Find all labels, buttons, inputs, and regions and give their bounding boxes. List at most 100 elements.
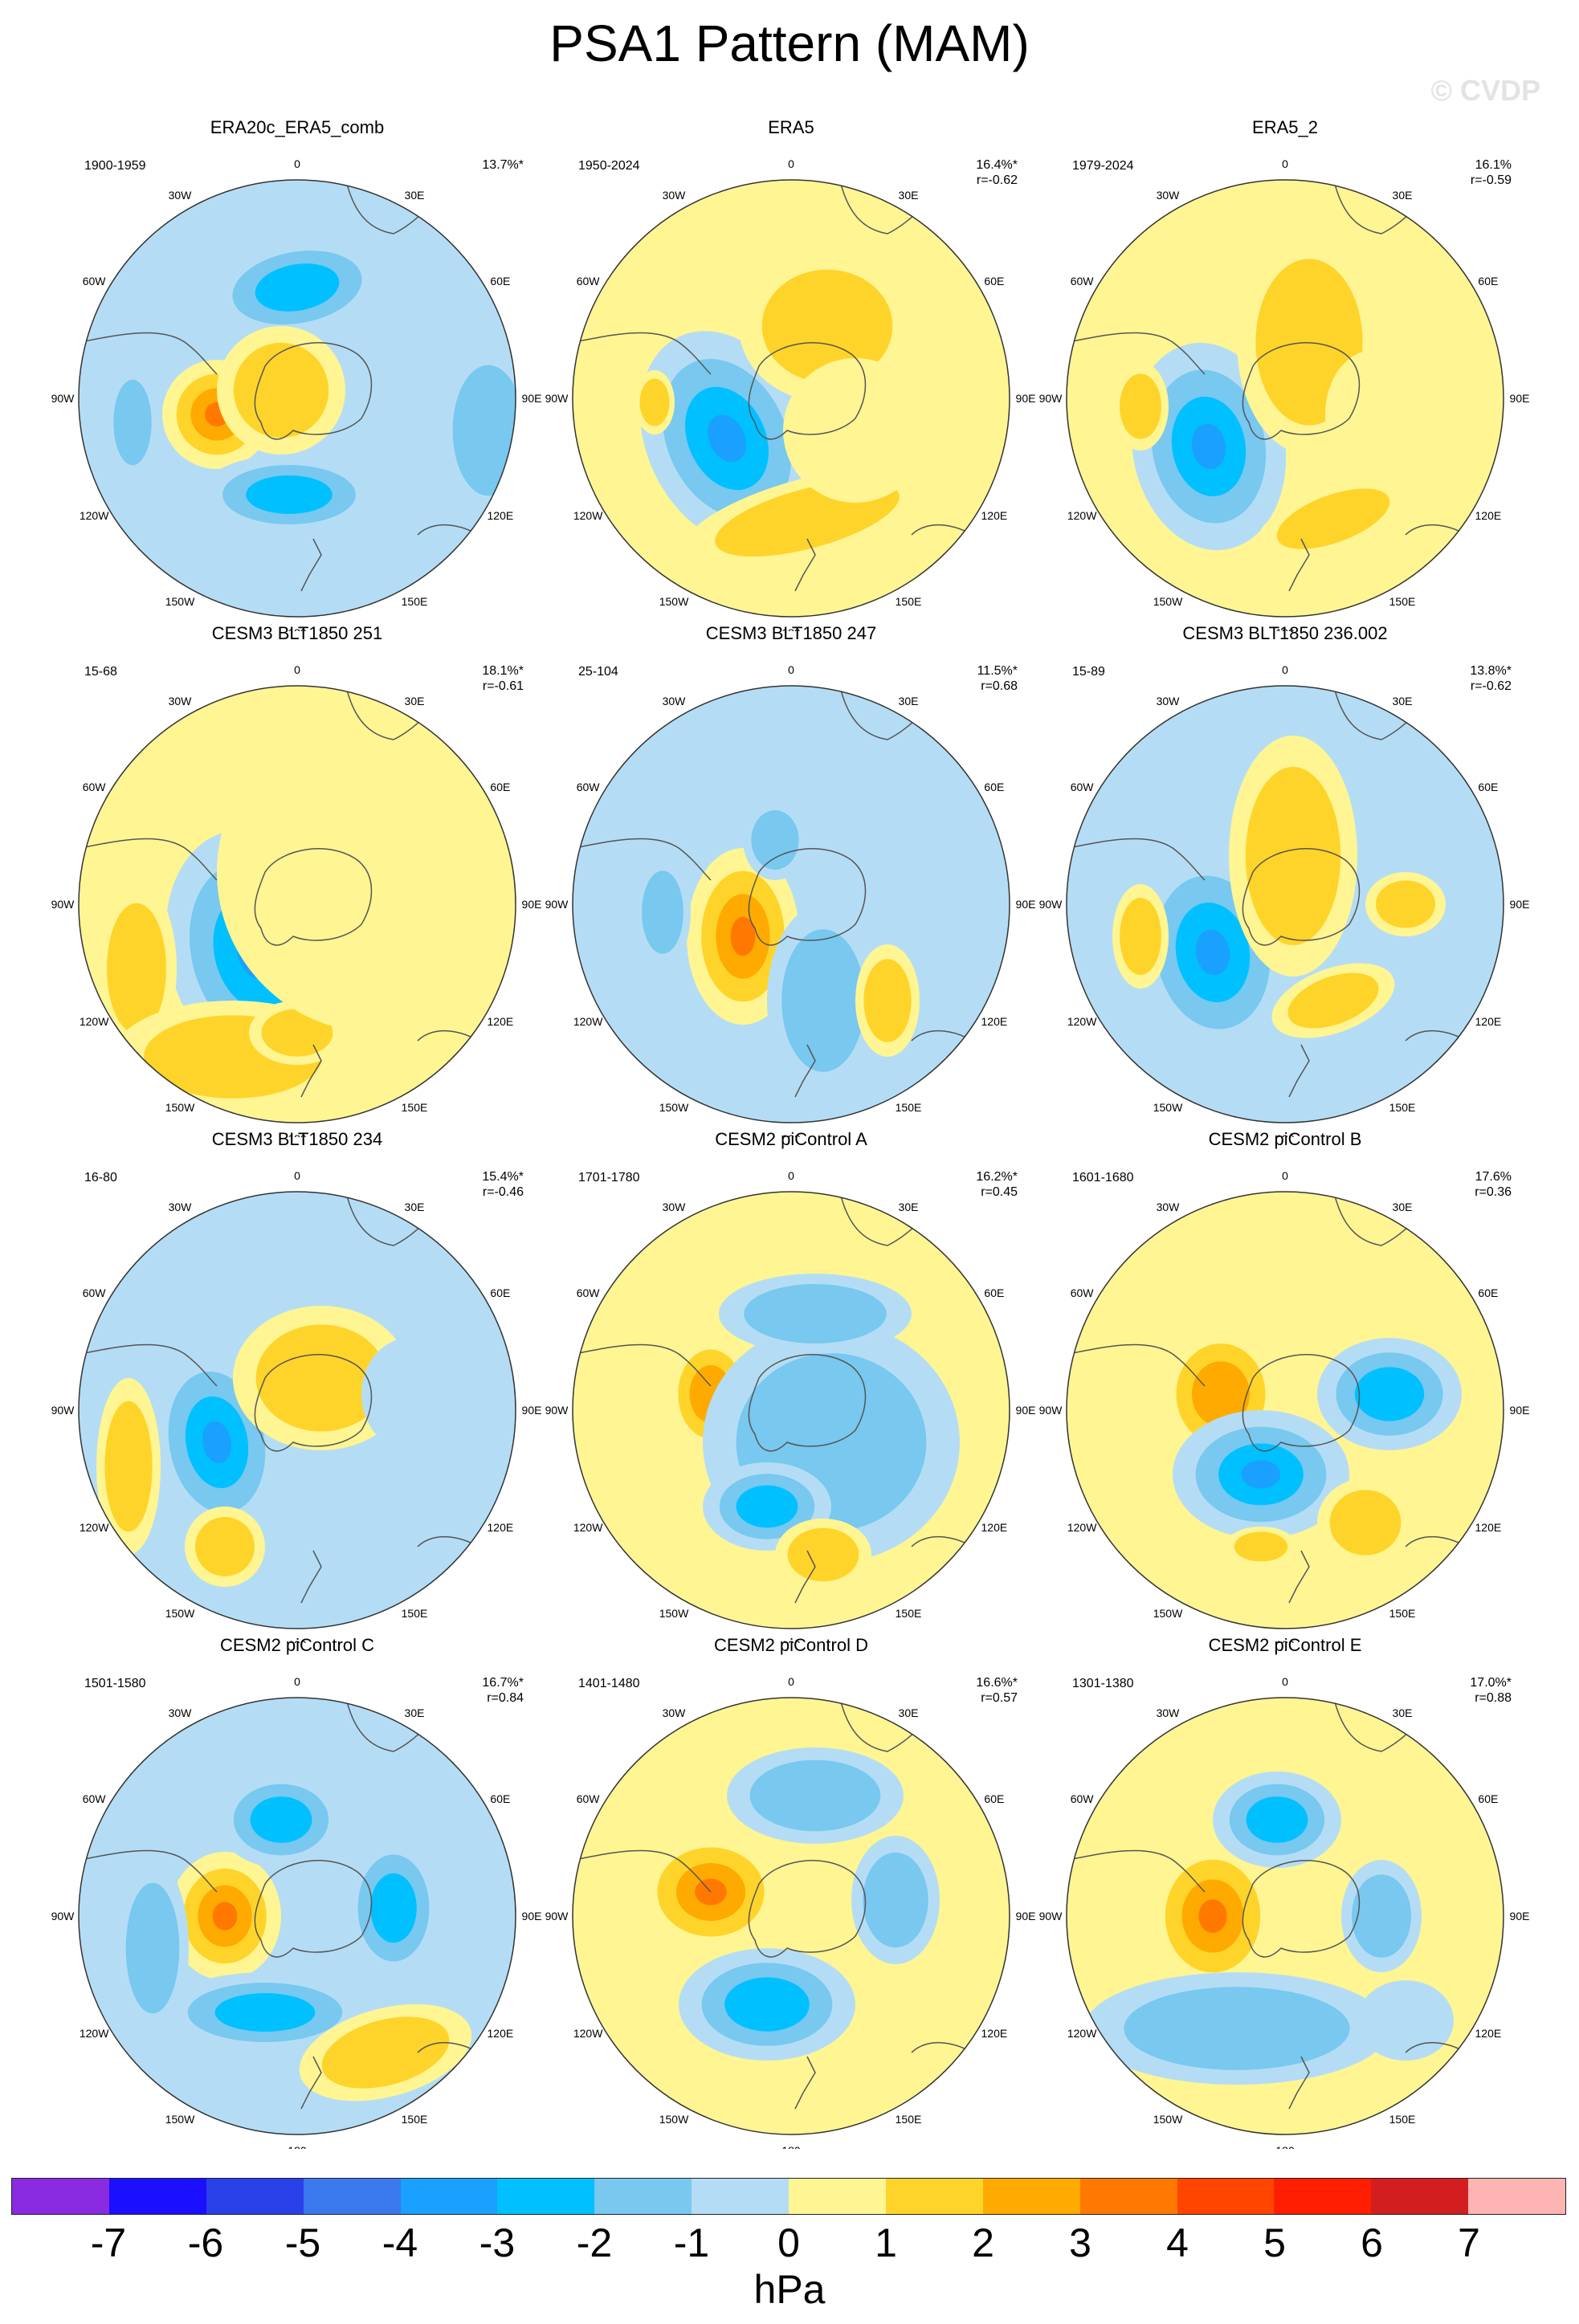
map-panel: CESM3 BLT1850 251 15-68 18.1%* r=-0.61 0 30E 6… [40, 623, 554, 1153]
new-zealand-coastline [794, 1044, 816, 1098]
longitude-label: 90E [1510, 392, 1530, 405]
explained-variance: 15.4%* [482, 1170, 524, 1184]
polar-map: 0 30E 60E 90E 120E 150E 180 150W 120W 90W 60W 30W [545, 663, 1036, 1137]
panel-title: ERA5_2 [1252, 117, 1318, 137]
panel-title: CESM3 BLT1850 247 [705, 623, 877, 643]
positive-anomaly-contour [104, 1401, 153, 1532]
longitude-label: 0 [788, 157, 794, 170]
map-panel: CESM3 BLT1850 234 16-80 15.4%* r=-0.46 0 30E 6… [40, 1129, 554, 1659]
explained-variance: 16.4%* [976, 158, 1018, 172]
pattern-correlation: r=0.88 [1475, 1691, 1512, 1705]
longitude-label: 90W [545, 1404, 569, 1417]
negative-anomaly-contour [1352, 1874, 1411, 1958]
south-america-coastline [80, 1343, 218, 1387]
longitude-label: 30E [405, 189, 425, 202]
longitude-label: 60E [490, 275, 510, 287]
longitude-label: 30W [169, 1201, 193, 1213]
longitude-label: 180 [781, 1132, 801, 1137]
colorbar-tick-label: 0 [777, 2220, 800, 2265]
negative-anomaly-contour [781, 929, 865, 1072]
panel-stats: 15.4%* r=-0.46 [482, 1169, 524, 1200]
longitude-label: 150W [165, 2113, 195, 2126]
panel-period: 1501-1580 [84, 1677, 146, 1690]
map-panel: CESM2 piControl D 1401-1480 16.6%* r=0.57 0 3… [534, 1635, 1048, 2165]
longitude-label: 90W [545, 392, 569, 405]
longitude-label: 120E [981, 2027, 1008, 2040]
pattern-correlation: r=0.84 [487, 1691, 524, 1705]
colorbar-swatch [1371, 2179, 1469, 2214]
negative-anomaly-contour [724, 1977, 810, 2032]
longitude-label: 150E [1389, 2113, 1416, 2126]
colorbar-swatch [789, 2179, 886, 2214]
negative-anomaly-contour [1241, 1460, 1281, 1489]
explained-variance: 11.5%* [977, 664, 1018, 678]
new-zealand-coastline [300, 538, 322, 592]
panel-stats: 16.6%* r=0.57 [976, 1675, 1018, 1706]
longitude-label: 120W [1067, 509, 1097, 522]
explained-variance: 16.7%* [482, 1676, 524, 1690]
colorbar-tick-label: -5 [284, 2220, 321, 2265]
panel-period: 1950-2024 [578, 159, 640, 173]
south-america-coastline [573, 332, 712, 375]
positive-anomaly-contour [1192, 1361, 1250, 1427]
map-panel: CESM2 piControl C 1501-1580 16.7%* r=0.84 0 3… [40, 1635, 554, 2165]
longitude-label: 120E [1475, 1521, 1502, 1534]
longitude-label: 60E [1478, 781, 1498, 793]
colorbar-swatch [594, 2179, 692, 2214]
panel-stats: 18.1%* r=-0.61 [482, 663, 524, 694]
panel-stats: 13.8%* r=-0.62 [1470, 663, 1512, 694]
panel-stats: 13.7%* [482, 157, 524, 173]
longitude-label: 150E [402, 1101, 428, 1114]
longitude-label: 90E [1016, 1404, 1036, 1417]
longitude-label: 30E [405, 1201, 425, 1213]
longitude-label: 120W [80, 2027, 109, 2040]
longitude-label: 150W [1153, 595, 1183, 608]
negative-anomaly-contour [1191, 423, 1226, 470]
polar-map: 0 30E 60E 90E 120E 150E 180 150W 120W 90W 60W 30W [545, 1675, 1036, 2149]
longitude-label: 30E [1393, 189, 1413, 202]
longitude-label: 60W [577, 1792, 601, 1805]
positive-anomaly-contour [1234, 1531, 1288, 1562]
longitude-label: 30E [899, 695, 919, 707]
explained-variance: 13.7%* [482, 158, 524, 172]
panel-period: 1301-1380 [1072, 1677, 1134, 1690]
longitude-label: 90W [51, 392, 75, 405]
map-panel: CESM3 BLT1850 236.002 15-89 13.8%* r=-0.62 0… [1028, 623, 1542, 1153]
longitude-label: 60W [577, 781, 601, 793]
longitude-label: 30E [1393, 695, 1413, 707]
longitude-label: 90W [51, 1404, 75, 1417]
panel-stats: 16.2%* r=0.45 [976, 1169, 1018, 1200]
longitude-label: 60E [984, 1286, 1004, 1299]
map-boundary [78, 1697, 516, 2135]
longitude-label: 30E [899, 189, 919, 202]
longitude-label: 90E [1510, 1404, 1530, 1417]
map-boundary [78, 179, 516, 618]
antarctica-coastline [254, 1860, 373, 1958]
map-panel: ERA5_2 1979-2024 16.1% r=-0.59 0 30E 60E 90E 120… [1028, 117, 1542, 647]
polar-map: 0 30E 60E 90E 120E 150E 180 150W 120W 90W 60W 30W [1039, 157, 1530, 631]
negative-anomaly-contour [1354, 1367, 1425, 1421]
polar-map: 0 30E 60E 90E 120E 150E 180 150W 120W 90W 60W 30W [51, 1169, 542, 1643]
south-america-coastline [573, 838, 712, 881]
colorbar-unit: hPa [753, 2267, 826, 2312]
longitude-label: 150E [1389, 1607, 1416, 1620]
longitude-label: 60W [1071, 275, 1095, 287]
antarctica-coastline [748, 848, 867, 946]
colorbar-swatch [885, 2179, 983, 2214]
longitude-label: 60E [490, 1286, 510, 1299]
map-boundary [78, 1191, 516, 1629]
longitude-label: 30W [169, 189, 193, 202]
polar-map: 0 30E 60E 90E 120E 150E 180 150W 120W 90W 60W 30W [1039, 1169, 1530, 1643]
colorbar-swatch [303, 2179, 401, 2214]
longitude-label: 180 [288, 1132, 307, 1137]
longitude-label: 60W [1071, 1792, 1095, 1805]
negative-anomaly-contour [255, 263, 340, 312]
colorbar-swatch [206, 2179, 304, 2214]
polar-map: 0 30E 60E 90E 120E 150E 180 150W 120W 90W 60W 30W [1039, 1675, 1530, 2149]
positive-anomaly-contour [321, 2016, 450, 2089]
longitude-label: 120W [573, 1015, 603, 1028]
polar-map: 0 30E 60E 90E 120E 150E 180 150W 120W 90W 60W 30W [51, 663, 542, 1137]
antarctica-coastline [748, 1354, 867, 1452]
panel-title: CESM2 piControl B [1208, 1129, 1362, 1149]
negative-anomaly-contour [1357, 1980, 1454, 2061]
